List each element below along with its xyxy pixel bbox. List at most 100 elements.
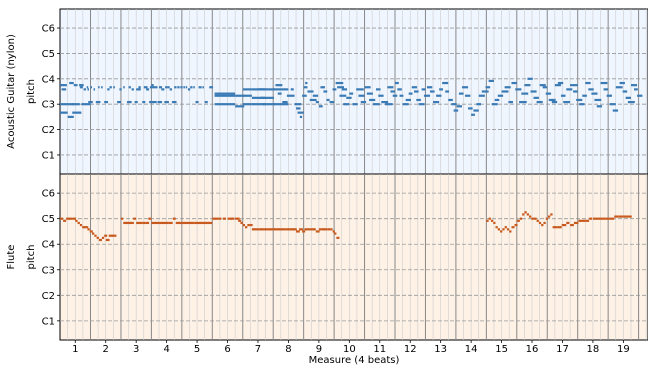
note (481, 90, 489, 93)
note (172, 217, 176, 220)
note (273, 103, 289, 106)
note (511, 81, 517, 85)
note (117, 100, 121, 104)
note (618, 215, 624, 218)
note (312, 94, 319, 97)
y-tick-label: C2 (42, 125, 55, 136)
note (188, 221, 193, 225)
note (198, 86, 202, 89)
x-tick-label: 4 (163, 344, 169, 355)
note (542, 86, 548, 89)
note (594, 98, 602, 102)
note (60, 84, 67, 87)
note (277, 228, 283, 231)
note (585, 81, 591, 85)
note (397, 88, 402, 91)
note (526, 213, 529, 216)
note (154, 86, 158, 89)
note (335, 81, 344, 85)
note (372, 103, 380, 106)
note (197, 221, 202, 225)
note (235, 105, 245, 108)
note (165, 221, 169, 225)
note (323, 90, 328, 93)
note (119, 88, 122, 91)
x-tick-label: 5 (194, 344, 200, 355)
note (414, 90, 419, 93)
note (111, 234, 117, 237)
note (304, 228, 308, 231)
note (288, 228, 293, 231)
note (337, 86, 344, 89)
note (511, 226, 515, 229)
note (504, 226, 507, 229)
note (605, 217, 610, 220)
note (251, 103, 266, 106)
x-tick-label: 11 (373, 344, 386, 355)
note (309, 98, 317, 102)
note (392, 94, 398, 97)
note (539, 84, 546, 87)
note (254, 228, 258, 231)
note (541, 223, 544, 227)
y-tick-label: C6 (42, 24, 55, 35)
note (560, 94, 566, 97)
note (385, 103, 393, 106)
note (152, 100, 157, 104)
note (159, 221, 163, 225)
flute-pitch-label: pitch (26, 245, 37, 270)
guitar-pitch-label: pitch (26, 79, 37, 104)
note (527, 77, 533, 80)
note (588, 88, 594, 91)
y-tick-label: C5 (42, 214, 55, 225)
note (218, 217, 222, 220)
note (318, 105, 323, 108)
note (136, 221, 140, 225)
note (294, 103, 302, 106)
note (249, 223, 253, 227)
note (494, 98, 500, 102)
note (501, 90, 509, 93)
note (214, 217, 219, 220)
note (493, 221, 496, 225)
note (506, 228, 510, 231)
note (67, 115, 74, 118)
note (545, 92, 552, 95)
note (191, 221, 195, 225)
note (165, 86, 168, 89)
note (151, 84, 154, 87)
note (128, 86, 131, 89)
flute-notes (60, 211, 632, 242)
y-tick-label: C5 (42, 49, 55, 60)
note (622, 90, 628, 93)
guitar-plot-background (59, 8, 648, 175)
note (465, 94, 471, 97)
note (157, 100, 163, 104)
note (585, 219, 590, 222)
note (439, 88, 443, 91)
note (262, 103, 275, 106)
note (356, 88, 364, 91)
note (552, 226, 558, 229)
note (257, 88, 275, 91)
y-tick-label: C1 (42, 316, 55, 327)
note (296, 230, 300, 233)
note (98, 86, 100, 89)
x-tick-label: 2 (103, 344, 109, 355)
note (84, 226, 89, 229)
note (96, 236, 99, 239)
note (302, 94, 307, 97)
note (87, 228, 90, 231)
note (307, 228, 311, 231)
note (612, 109, 619, 112)
note (299, 115, 303, 118)
note (576, 98, 583, 102)
note (453, 109, 459, 112)
note (634, 88, 638, 91)
note (275, 84, 283, 87)
note (291, 228, 295, 231)
note (378, 94, 384, 97)
note (302, 230, 306, 233)
note (66, 217, 70, 220)
note (358, 94, 365, 97)
